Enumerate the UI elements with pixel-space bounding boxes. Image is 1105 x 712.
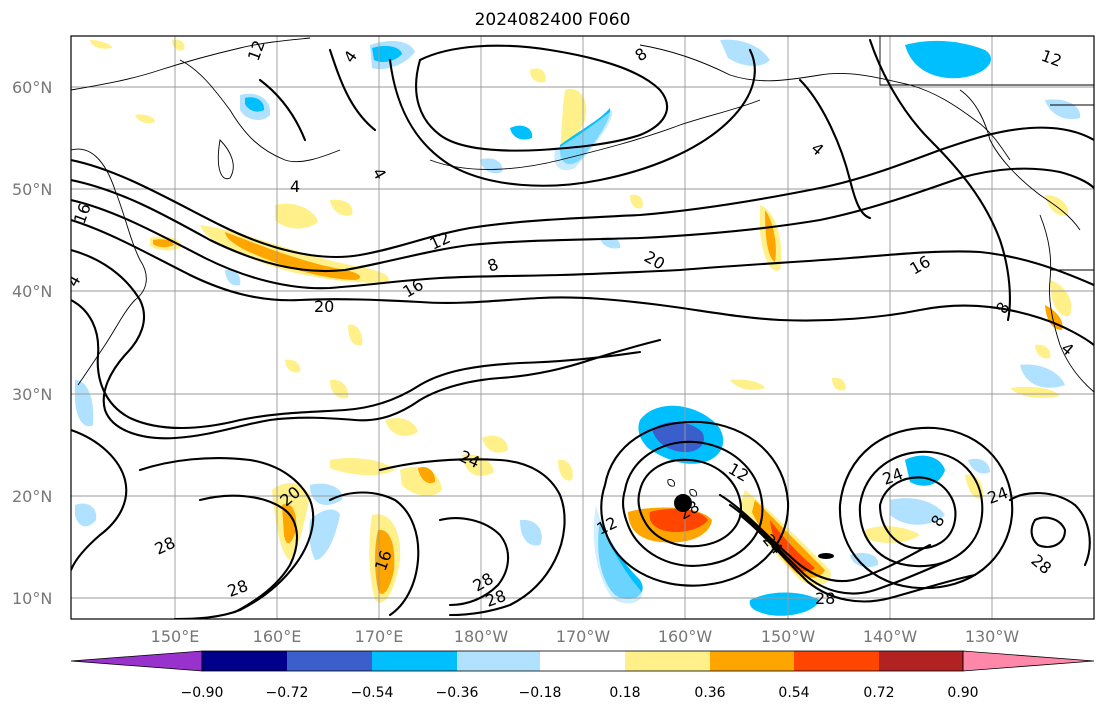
- colorbar-tick-label: 0.54: [778, 685, 809, 701]
- map-frame: [70, 35, 1095, 620]
- colorbar-ticks: −0.90 −0.72 −0.54 −0.36 −0.18 0.18 0.36 …: [181, 685, 979, 701]
- lat-label: 20°N: [12, 487, 52, 506]
- gridlines: [71, 36, 1094, 619]
- colorbar-tick-label: −0.72: [266, 685, 309, 701]
- contour-label: 28: [815, 589, 835, 608]
- colorbar-segment: [540, 651, 625, 671]
- colorbar-segment: [710, 651, 794, 671]
- lon-label: 160°W: [658, 627, 713, 646]
- colorbar-tick-label: 0.36: [694, 685, 725, 701]
- colorbar-segment: [287, 651, 372, 671]
- lat-label: 50°N: [12, 180, 52, 199]
- lat-label: 30°N: [12, 385, 52, 404]
- colorbar-tick-label: 0.72: [863, 685, 894, 701]
- colorbar-segment: [372, 651, 457, 671]
- contour-label: 16: [70, 201, 95, 227]
- lon-label: 150°E: [151, 627, 200, 646]
- colorbar-right-arrow: [962, 650, 1095, 672]
- lon-label: 180°W: [454, 627, 509, 646]
- colorbar-segment: [625, 651, 710, 671]
- colorbar-segment: [879, 651, 963, 671]
- contour-lines: [71, 38, 1094, 619]
- lon-label: 150°W: [761, 627, 816, 646]
- cyclone-center-marker: [674, 494, 692, 512]
- lat-label: 60°N: [12, 78, 52, 97]
- colorbar-tick-label: 0.18: [609, 685, 640, 701]
- map-area: 12 4 8 4 4 16 12 8 20 16 20 16 8 12 4 4 …: [70, 36, 1094, 619]
- colorbar-tick-label: 0.90: [947, 685, 978, 701]
- colorbar-tick-label: −0.54: [351, 685, 394, 701]
- colorbar-segment: [794, 651, 879, 671]
- colorbar-left-arrow: [70, 650, 203, 672]
- colorbar-tick-label: −0.90: [181, 685, 224, 701]
- lon-label: 170°W: [556, 627, 611, 646]
- colorbar: −0.90 −0.72 −0.54 −0.36 −0.18 0.18 0.36 …: [70, 650, 1095, 701]
- colorbar-segment: [457, 651, 540, 671]
- latitude-labels: 60°N 50°N 40°N 30°N 20°N 10°N: [12, 78, 52, 608]
- lon-label: 170°E: [355, 627, 404, 646]
- lat-label: 40°N: [12, 282, 52, 301]
- lon-label: 140°W: [863, 627, 918, 646]
- longitude-labels: 150°E 160°E 170°E 180°W 170°W 160°W 150°…: [151, 627, 1020, 646]
- lon-label: 160°E: [253, 627, 302, 646]
- map-title: 2024082400 F060: [474, 10, 631, 30]
- colorbar-tick-label: −0.36: [436, 685, 479, 701]
- colorbar-segment: [202, 651, 287, 671]
- lon-label: 130°W: [965, 627, 1020, 646]
- contour-label: 20: [314, 297, 334, 316]
- contour-label: 4: [290, 177, 300, 196]
- coastlines: [71, 36, 1094, 497]
- colorbar-tick-label: −0.18: [519, 685, 562, 701]
- lat-label: 10°N: [12, 589, 52, 608]
